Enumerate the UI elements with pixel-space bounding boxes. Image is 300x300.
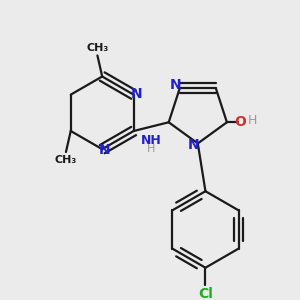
Text: N: N bbox=[99, 143, 111, 157]
Text: CH₃: CH₃ bbox=[86, 43, 109, 53]
Text: Cl: Cl bbox=[198, 287, 213, 300]
Text: CH₃: CH₃ bbox=[55, 155, 77, 165]
Text: H: H bbox=[147, 144, 155, 154]
Text: O: O bbox=[234, 115, 246, 129]
Text: N: N bbox=[188, 138, 200, 152]
Text: N: N bbox=[170, 78, 182, 92]
Text: N: N bbox=[131, 87, 142, 101]
Text: NH: NH bbox=[141, 134, 162, 146]
Text: H: H bbox=[248, 114, 257, 127]
